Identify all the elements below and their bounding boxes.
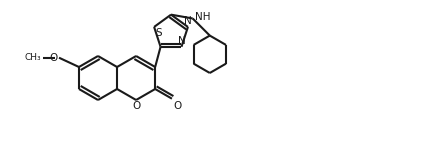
Text: S: S [155,28,162,38]
Text: CH₃: CH₃ [25,53,42,62]
Text: O: O [132,101,140,111]
Text: N: N [178,36,185,46]
Text: NH: NH [195,12,210,22]
Text: O: O [173,101,181,111]
Text: O: O [50,53,58,63]
Text: N: N [184,16,192,26]
